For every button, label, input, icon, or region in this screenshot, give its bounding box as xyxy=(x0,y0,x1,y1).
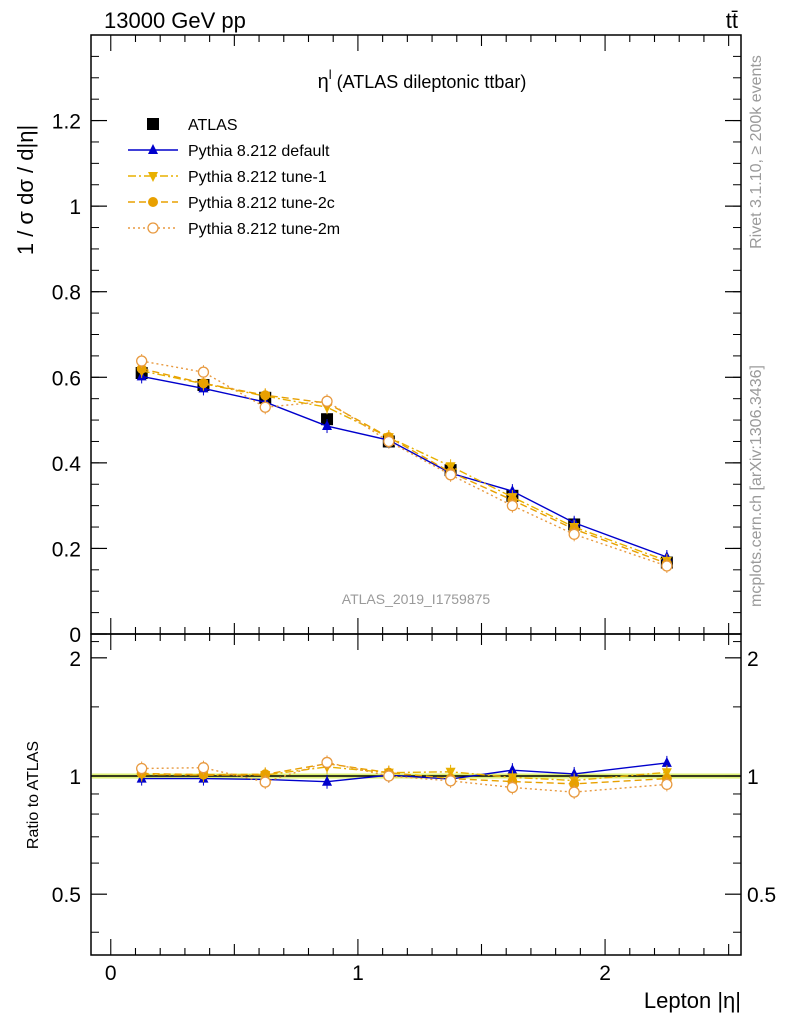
main-series-1 xyxy=(136,369,672,564)
main-data-point xyxy=(661,560,673,572)
x-tick-label: 1 xyxy=(352,962,364,985)
main-data-point xyxy=(506,499,519,512)
process-label: tt̄ xyxy=(726,8,738,33)
main-data-point xyxy=(322,420,333,431)
ratio-series-3 xyxy=(136,755,673,800)
main-data-point xyxy=(136,363,147,374)
main-data-point xyxy=(259,401,271,413)
ratio-series-group xyxy=(136,755,673,800)
legend-marker xyxy=(147,118,159,130)
ratio-data-point xyxy=(383,770,395,782)
y-tick-label: 0 xyxy=(69,624,81,647)
main-data-point xyxy=(260,390,271,401)
analysis-watermark: ATLAS_2019_I1759875 xyxy=(342,591,491,607)
legend-entry-3: Pythia 8.212 tune-2c xyxy=(128,195,335,212)
legend-entry-2: Pythia 8.212 tune-1 xyxy=(128,169,327,186)
main-data-point xyxy=(383,435,395,448)
main-data-point xyxy=(197,366,210,378)
main-series-line xyxy=(141,368,668,565)
legend-marker xyxy=(148,144,158,154)
main-series-group xyxy=(135,354,673,573)
ratio-data-point xyxy=(322,775,333,786)
main-data-point xyxy=(136,355,148,367)
title-eta: η xyxy=(318,71,329,93)
legend-label: Pythia 8.212 tune-2c xyxy=(188,195,335,212)
ratio-data-point xyxy=(568,786,580,798)
y-tick-label-right: 1 xyxy=(747,766,759,789)
ratio-data-point xyxy=(507,764,518,775)
main-series-2 xyxy=(136,363,672,568)
legend-label: Pythia 8.212 tune-2m xyxy=(188,221,340,238)
ratio-data-point xyxy=(259,776,271,788)
main-data-point xyxy=(321,395,333,407)
y-tick-label: 2 xyxy=(69,648,81,671)
main-series-3 xyxy=(136,361,672,571)
legend-entry-4: Pythia 8.212 tune-2m xyxy=(128,221,340,238)
legend-marker xyxy=(147,222,159,234)
ratio-data-point xyxy=(661,756,672,767)
y-tick-label: 1 xyxy=(69,766,81,789)
main-y-axis-label: 1 / σ dσ / d|η| xyxy=(13,125,38,255)
x-tick-label: 2 xyxy=(599,962,611,985)
ratio-data-point xyxy=(661,778,673,791)
y-tick-label: 0.2 xyxy=(52,538,81,561)
ratio-data-point xyxy=(197,762,210,774)
y-tick-label: 0.5 xyxy=(52,884,81,907)
legend-label: ATLAS xyxy=(188,117,238,134)
main-series-0 xyxy=(135,366,673,570)
legend-marker xyxy=(148,197,158,207)
ratio-panel-frame xyxy=(90,633,742,956)
main-chart-title: ηl (ATLAS dileptonic ttbar) xyxy=(318,67,527,93)
main-series-line xyxy=(141,375,668,558)
main-data-point xyxy=(568,528,580,540)
y-tick-label: 0.8 xyxy=(52,282,81,305)
y-tick-label: 0.6 xyxy=(52,367,81,390)
energy-label: 13000 GeV pp xyxy=(104,8,246,33)
main-series-4 xyxy=(136,354,673,573)
y-tick-label-right: 0.5 xyxy=(747,884,776,907)
ratio-data-point xyxy=(569,778,580,789)
legend-label: Pythia 8.212 tune-1 xyxy=(188,169,327,186)
ratio-axis-ticks: 0.5 0.5 1 1 2 2 0 1 2 xyxy=(52,634,776,985)
ratio-data-point xyxy=(260,769,271,780)
main-series-line xyxy=(141,360,668,567)
ratio-data-point xyxy=(321,756,333,769)
legend-entry-0: ATLAS xyxy=(147,117,238,134)
source-label: mcplots.cern.ch [arXiv:1306.3436] xyxy=(748,365,765,607)
ratio-data-point xyxy=(506,781,519,794)
x-tick-label: 0 xyxy=(105,962,117,985)
title-superscript: l xyxy=(329,67,332,82)
ratio-y-axis-label: Ratio to ATLAS xyxy=(25,741,42,849)
legend-entry-1: Pythia 8.212 default xyxy=(128,143,330,160)
x-axis-label: Lepton |η| xyxy=(644,988,741,1013)
y-tick-label: 1 xyxy=(69,196,81,219)
y-tick-label: 0.4 xyxy=(52,453,82,476)
title-rest: (ATLAS dileptonic ttbar) xyxy=(332,72,527,92)
legend-label: Pythia 8.212 default xyxy=(188,143,330,160)
y-tick-label-right: 2 xyxy=(747,648,759,671)
main-data-point xyxy=(198,378,209,389)
rivet-version-label: Rivet 3.1.10, ≥ 200k events xyxy=(748,55,765,249)
legend-marker xyxy=(148,172,158,182)
ratio-data-point xyxy=(569,767,580,778)
ratio-data-point xyxy=(136,762,148,775)
legend: ATLAS Pythia 8.212 default Pythia 8.212 tu… xyxy=(128,117,340,238)
main-data-point xyxy=(444,469,457,481)
ratio-data-point xyxy=(444,775,457,787)
main-axis-ticks: 0 0.2 0.4 0.6 0.8 1 1.2 xyxy=(52,35,741,647)
y-tick-label: 1.2 xyxy=(52,111,81,134)
main-series-line xyxy=(141,370,668,562)
